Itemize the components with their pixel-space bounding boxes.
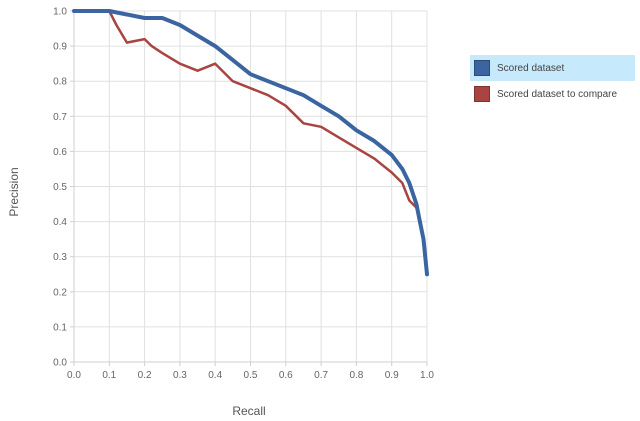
y-tick-label: 0.7 [53,112,67,123]
y-tick-label: 0.6 [53,147,67,158]
legend-label-scored-dataset: Scored dataset [497,62,565,74]
legend-item-scored-dataset[interactable]: Scored dataset [470,55,635,81]
x-tick-label: 0.0 [67,370,81,381]
series-lines [72,9,429,277]
y-tick-label: 0.2 [53,287,67,298]
x-tick-label: 0.9 [385,370,399,381]
y-axis-title: Precision [7,167,21,216]
legend-swatch-scored-dataset [474,60,490,76]
x-tick-label: 1.0 [420,370,434,381]
y-tick-label: 0.3 [53,252,67,263]
y-tick-label: 0.9 [53,42,67,53]
x-tick-label: 0.4 [208,370,222,381]
y-tick-label: 0.1 [53,322,67,333]
y-tick-label: 0.8 [53,77,67,88]
y-tick-label: 1.0 [53,7,67,18]
x-tick-label: 0.2 [138,370,152,381]
x-tick-label: 0.7 [314,370,328,381]
y-tick-label: 0.0 [53,358,67,369]
y-tick-label: 0.4 [53,217,67,228]
series-line-scored-dataset-to-compare [72,9,429,276]
x-tick-label: 0.6 [279,370,293,381]
legend-item-scored-dataset-to-compare[interactable]: Scored dataset to compare [470,81,635,107]
y-tick-label: 0.5 [53,182,67,193]
x-tick-label: 0.5 [244,370,258,381]
legend-swatch-scored-dataset-to-compare [474,86,490,102]
legend: Scored dataset Scored dataset to compare [470,55,635,107]
axes [70,10,428,366]
x-tick-label: 0.1 [102,370,116,381]
x-axis-title: Recall [232,404,265,418]
series-line-scored-dataset [72,9,429,277]
grid [73,10,428,363]
tick-labels: 0.0 0.1 0.2 0.3 0.4 0.5 0.6 0.7 0.8 0.9 1.0 0.0 0.1 0… [53,7,434,382]
legend-label-scored-dataset-to-compare: Scored dataset to compare [497,88,618,100]
x-tick-label: 0.3 [173,370,187,381]
x-tick-label: 0.8 [349,370,363,381]
